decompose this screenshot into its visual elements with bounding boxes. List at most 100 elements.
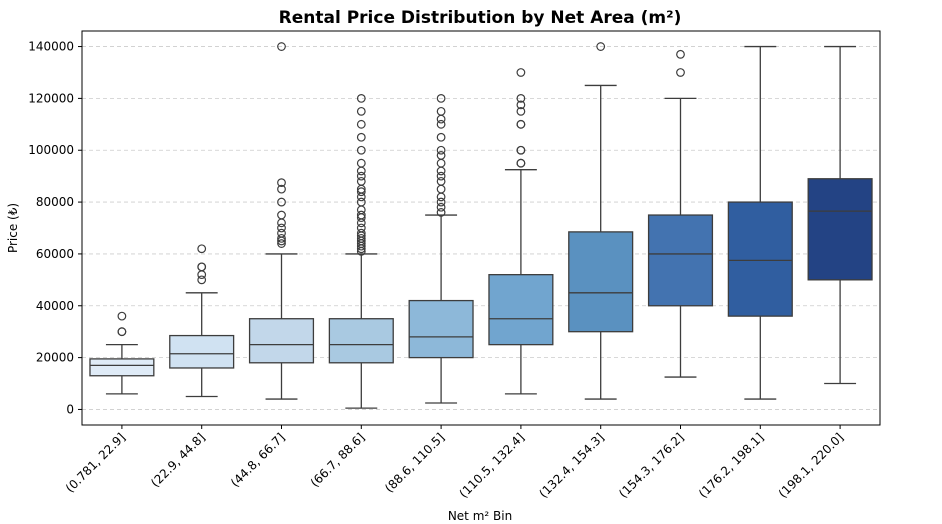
box-group xyxy=(328,93,394,409)
iqr-box xyxy=(169,334,235,369)
outlier-point xyxy=(356,132,366,142)
outlier-point xyxy=(436,166,446,176)
outlier-point xyxy=(277,42,286,51)
outlier-point xyxy=(436,119,446,129)
x-tick-label: (66.7, 88.6] xyxy=(308,430,368,490)
outlier-point xyxy=(277,233,286,243)
x-tick-label: (88.6, 110.5] xyxy=(382,430,447,495)
outlier-point xyxy=(277,184,286,194)
outlier-point xyxy=(277,218,286,228)
x-axis-ticks: (0.781, 22.9] (22.9, 44.8] (44.8, 66.7] (66… xyxy=(63,425,846,501)
x-tick-label: (154.3, 176.2] xyxy=(616,430,687,501)
y-tick-label: 80000 xyxy=(36,195,74,209)
outlier-point xyxy=(277,223,286,233)
y-tick-label: 100000 xyxy=(28,143,74,157)
iqr-box xyxy=(568,231,634,333)
outlier-point xyxy=(436,158,446,168)
outlier-point xyxy=(436,151,446,160)
outlier-point xyxy=(356,228,366,238)
box-group xyxy=(408,93,474,404)
y-tick-label: 140000 xyxy=(28,40,74,54)
outlier-point xyxy=(516,158,526,168)
x-tick-label: (22.9, 44.8] xyxy=(148,430,208,490)
outlier-point xyxy=(356,166,366,176)
box-group xyxy=(647,49,714,378)
outlier-point xyxy=(436,132,446,142)
iqr-box xyxy=(488,274,554,346)
outlier-point xyxy=(117,327,127,337)
outlier-point xyxy=(356,205,366,215)
box-group xyxy=(568,42,634,400)
iqr-box xyxy=(408,299,474,359)
outlier-point xyxy=(436,184,446,194)
outlier-point xyxy=(277,197,286,207)
outlier-point xyxy=(356,210,366,220)
iqr-box xyxy=(807,178,873,281)
y-tick-label: 0 xyxy=(66,402,74,416)
iqr-box xyxy=(328,318,394,364)
outlier-point xyxy=(277,239,286,248)
outlier-point xyxy=(197,262,207,272)
boxes xyxy=(89,42,873,409)
outlier-point xyxy=(277,178,286,188)
iqr-box xyxy=(727,201,793,317)
outlier-point xyxy=(516,100,526,110)
box-group xyxy=(807,45,873,385)
outlier-point xyxy=(436,202,446,212)
x-tick-label: (44.8, 66.7] xyxy=(228,430,288,490)
outlier-point xyxy=(356,197,366,207)
outlier-point xyxy=(356,176,366,186)
y-axis-ticks: 0 20000 40000 60000 80000 100000 120000 140000 xyxy=(28,40,82,416)
y-tick-label: 20000 xyxy=(36,351,74,365)
box-group xyxy=(248,42,315,400)
x-axis-label: Net m² Bin xyxy=(448,509,512,523)
outlier-point xyxy=(516,106,526,116)
y-tick-label: 40000 xyxy=(36,299,74,313)
outlier-point xyxy=(117,311,127,321)
iqr-box xyxy=(89,358,155,377)
outlier-point xyxy=(277,210,286,220)
outlier-point xyxy=(436,171,446,181)
outlier-point xyxy=(436,106,446,116)
chart-title: Rental Price Distribution by Net Area (m… xyxy=(279,8,682,28)
outlier-point xyxy=(436,145,446,155)
outlier-point xyxy=(436,197,446,207)
iqr-box xyxy=(647,214,714,307)
box-group xyxy=(89,311,155,395)
y-axis-label: Price (₺) xyxy=(6,203,20,253)
outlier-point xyxy=(356,145,366,155)
outlier-point xyxy=(516,119,526,129)
plot-frame xyxy=(81,30,881,426)
y-tick-label: 120000 xyxy=(28,91,74,105)
outlier-point xyxy=(676,49,685,59)
x-tick-label: (176.2, 198.1] xyxy=(696,430,767,501)
outlier-point xyxy=(436,208,446,217)
x-tick-label: (198.1, 220.0] xyxy=(776,430,847,501)
x-tick-label: (132.4, 154.3] xyxy=(536,430,607,501)
outlier-point xyxy=(197,275,207,285)
outlier-point xyxy=(596,42,606,51)
outlier-point xyxy=(436,114,446,124)
y-tick-label: 60000 xyxy=(36,247,74,261)
outlier-point xyxy=(676,68,685,77)
outlier-point xyxy=(516,145,526,155)
box-group xyxy=(169,244,235,398)
iqr-box xyxy=(248,318,315,364)
outlier-point xyxy=(356,233,366,243)
outlier-point xyxy=(436,192,446,202)
x-tick-label: (0.781, 22.9] xyxy=(63,430,128,495)
outlier-point xyxy=(356,187,366,197)
outlier-point xyxy=(356,223,366,233)
x-tick-label: (110.5, 132.4] xyxy=(457,430,528,501)
outlier-point xyxy=(197,244,207,254)
outlier-point xyxy=(277,228,286,238)
box-group xyxy=(488,68,554,395)
outlier-point xyxy=(356,171,366,181)
outlier-point xyxy=(436,93,446,103)
outlier-point xyxy=(356,158,366,168)
outlier-point xyxy=(356,106,366,116)
outlier-point xyxy=(356,93,366,103)
outlier-point xyxy=(197,270,207,280)
box-group xyxy=(727,45,793,400)
outlier-point xyxy=(516,68,526,77)
